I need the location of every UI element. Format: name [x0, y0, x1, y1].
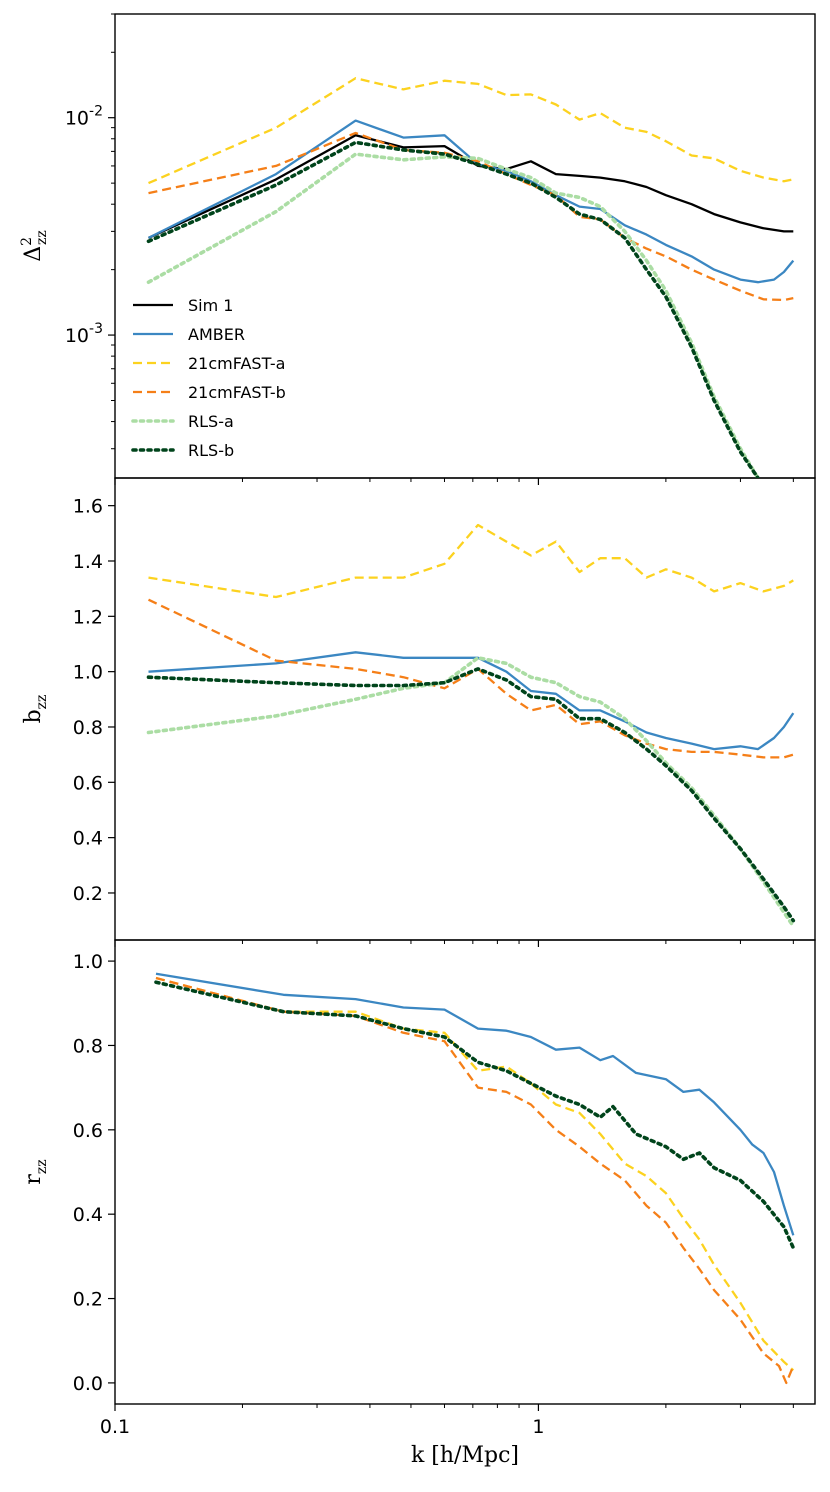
series-power-sim-1: [148, 134, 794, 239]
ytick-label-bias: 0.6: [73, 772, 103, 794]
series-power-21cmfast-a: [148, 77, 794, 185]
ytick-label-bias: 0.2: [73, 883, 103, 905]
ytick-label-bias: 1.0: [73, 662, 103, 684]
panel-bias-frame: [114, 477, 816, 941]
legend-label-rls-a: RLS-a: [188, 412, 234, 431]
ytick-label-bias: 0.4: [73, 828, 103, 850]
ytick-label-power: 10-3: [65, 321, 103, 347]
series-correlation-21cmfast-a: [155, 976, 795, 1372]
xtick-label: 1: [532, 1416, 544, 1438]
ytick-label-bias: 1.6: [73, 496, 103, 518]
legend: Sim 1 AMBER 21cmFAST-a 21cmFAST-b RLS-a RLS-b: [131, 296, 286, 460]
ytick-label-correlation: 1.0: [73, 951, 103, 973]
ylabel-correlation: rzz: [21, 1159, 50, 1184]
xtick-label: 0.1: [100, 1416, 130, 1438]
series-group-correlation: [154, 972, 796, 1385]
series-correlation-rls-b: [154, 980, 796, 1250]
ytick-label-bias: 0.8: [73, 717, 103, 739]
panel-bias-marks: 0.2 0.4 0.6 0.8 1.0 1.2 1.4 1.6: [73, 496, 796, 947]
panel-correlation: [114, 939, 816, 1405]
ytick-label-correlation: 0.0: [73, 1373, 103, 1395]
ytick-label-correlation: 0.8: [73, 1035, 103, 1057]
ylabel-power: Δ2zz: [19, 230, 50, 262]
ytick-label-correlation: 0.2: [73, 1289, 103, 1311]
ytick-label-bias: 1.4: [73, 551, 103, 573]
series-power-amber: [147, 119, 795, 284]
series-bias-rls-a: [146, 655, 796, 929]
ytick-label-correlation: 0.6: [73, 1120, 103, 1142]
panel-power-marks: 10-2 10-3: [65, 13, 795, 485]
legend-label-21cmfast-b: 21cmFAST-b: [188, 383, 286, 402]
ytick-label-correlation: 0.4: [73, 1204, 103, 1226]
legend-label-21cmfast-a: 21cmFAST-a: [188, 354, 285, 373]
panel-correlation-marks: 0.0 0.2 0.4 0.6 0.8 1.0: [73, 951, 796, 1411]
legend-label-amber: AMBER: [188, 325, 245, 344]
series-bias-21cmfast-b: [148, 598, 794, 759]
series-bias-amber: [148, 651, 795, 751]
series-bias-21cmfast-a: [148, 523, 794, 599]
ylabel-bias: bzz: [21, 695, 50, 724]
ytick-label-bias: 1.2: [73, 606, 103, 628]
panel-correlation-frame: [114, 939, 816, 1405]
ytick-label-power: 10-2: [65, 104, 103, 130]
series-correlation-amber: [155, 972, 795, 1236]
series-group-bias: [146, 523, 796, 929]
panel-bias: [114, 477, 816, 941]
series-group-power: [146, 77, 795, 478]
series-power-rls-b: [146, 140, 760, 478]
series-bias-rls-b: [146, 667, 796, 923]
legend-label-sim-1: Sim 1: [188, 296, 233, 315]
xlabel: k [h/Mpc]: [411, 1443, 519, 1468]
series-correlation-21cmfast-b: [155, 976, 795, 1385]
legend-label-rls-b: RLS-b: [188, 441, 234, 460]
